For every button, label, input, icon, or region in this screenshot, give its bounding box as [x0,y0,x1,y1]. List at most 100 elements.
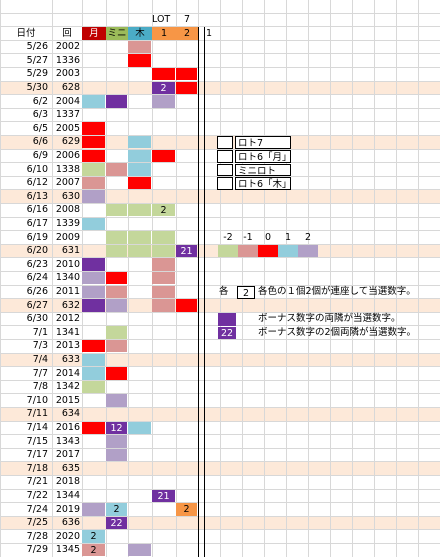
result-cell [152,231,175,244]
number-cell: 2019 [55,503,80,515]
result-cell [82,380,105,394]
result-cell [128,203,151,217]
date-cell: 7/14 [26,422,48,433]
number-cell: 2012 [55,313,80,325]
date-cell: 7/7 [32,367,48,379]
grid-line [0,0,1,557]
number-cell: 633 [61,354,80,365]
date-cell: 7/17 [26,449,48,461]
result-cell [128,543,151,557]
date-cell: 6/17 [26,218,48,229]
number-cell: 1336 [55,54,80,66]
number-cell: 1339 [55,218,80,229]
result-cell [128,40,151,54]
result-cell [128,244,151,258]
grid-line [373,0,375,557]
result-cell [82,258,105,271]
date-cell: 6/19 [26,231,48,243]
grid-line [329,0,331,557]
number-cell: 2013 [55,340,80,352]
date-cell: 5/27 [26,54,48,66]
legend-label: ロト6「月」 [235,150,292,163]
result-cell: 21 [152,489,175,503]
date-cell: 6/26 [26,286,48,297]
result-cell [82,163,105,176]
result-cell [106,448,127,462]
result-cell [82,285,105,299]
date-cell: 7/21 [26,476,48,488]
date-cell: 7/29 [26,544,48,556]
scale-label: -2 [223,231,233,243]
result-cell [82,149,105,163]
note-lead: 各 [219,286,229,297]
header-text: LOT [152,14,171,25]
date-cell: 7/8 [32,381,48,393]
result-cell [152,67,175,81]
column-header: 1 [152,26,176,41]
number-cell: 629 [61,136,80,148]
legend-label: ロト7 [235,136,291,149]
number-cell: 1345 [55,544,80,556]
date-cell: 6/2 [32,95,48,107]
grid-line [307,0,309,557]
date-cell: 6/24 [26,272,48,284]
column-header: 2 [176,26,198,41]
date-cell: 6/30 [26,313,48,325]
date-cell: 6/13 [26,190,48,202]
divider [204,26,205,557]
date-cell: 7/11 [26,408,48,420]
date-cell: 7/1 [32,326,48,338]
date-cell: 7/10 [26,394,48,406]
number-cell: 2008 [55,204,80,216]
date-cell: 7/24 [26,503,48,515]
result-cell [106,95,127,108]
result-cell: 22 [106,516,127,530]
date-cell: 6/10 [26,163,48,175]
result-cell [82,95,105,108]
legend-label: ロト6「木」 [235,177,292,190]
column-header: ミニ [106,26,128,41]
result-cell [106,299,127,312]
grid-line [417,0,419,557]
legend-label: ミニロト [235,163,291,177]
number-cell: 1337 [55,109,80,121]
date-cell: 6/6 [32,136,48,148]
date-cell: 6/23 [26,258,48,270]
legend-swatch [217,150,233,163]
column-header: 1 [205,27,213,39]
date-cell: 6/12 [26,177,48,189]
note-box: 22 [218,326,236,340]
result-cell [128,149,151,163]
grid-line [219,0,221,557]
result-cell [176,81,197,95]
number-cell: 2004 [55,95,80,107]
result-cell [106,435,127,448]
scale-swatch [278,245,298,257]
result-cell [152,285,175,299]
result-cell: 2 [82,543,105,557]
number-cell: 2007 [55,177,80,189]
date-cell: 6/27 [26,299,48,311]
scale-label: 2 [304,231,312,243]
scale-label: 1 [284,231,292,243]
result-cell: 21 [176,244,197,258]
result-cell [106,339,127,353]
result-cell [82,217,105,231]
scale-swatch [218,245,238,257]
number-cell: 636 [61,517,80,529]
number-cell: 2003 [55,68,80,80]
result-cell [152,271,175,285]
grid-line [241,0,243,557]
result-cell [82,353,105,367]
result-cell [82,135,105,149]
header-text: 7 [183,14,191,25]
number-cell: 630 [61,190,80,202]
scale-swatch [258,245,278,257]
date-cell: 7/25 [26,517,48,529]
result-cell [176,299,197,312]
number-cell: 2010 [55,258,80,270]
number-cell: 628 [61,82,80,93]
date-cell: 5/26 [26,41,48,53]
note-text: 各色の１個2個が連座して当選数字。 [258,286,416,297]
